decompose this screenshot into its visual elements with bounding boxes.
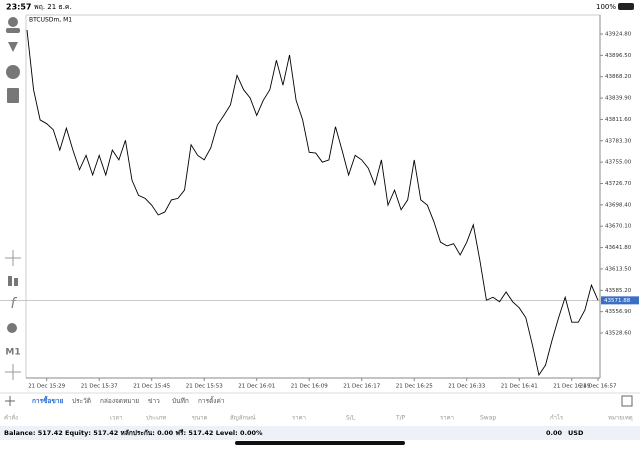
current-price-box [601,296,639,305]
tab[interactable]: ข่าว [148,397,160,405]
account-icon[interactable] [8,17,18,27]
y-tick-label: 43698.40 [605,202,632,208]
tab[interactable]: การซื้อขาย [32,395,63,405]
column-header: T/P [395,415,406,422]
x-tick-label: 21 Dec 15:45 [133,384,170,390]
x-tick-label: 21 Dec 15:37 [81,384,118,390]
tab[interactable]: การตั้งค่า [198,396,225,405]
column-header: ราคา [292,415,306,422]
column-header: S/L [346,415,356,422]
y-tick-label: 43528.60 [605,331,632,337]
tab[interactable]: ประวัติ [72,397,91,405]
columns: คำสั่ง เวลา ประเภท ขนาด สัญลักษณ์ ราคา S/L T/P ร… [4,414,633,422]
x-tick-label: 21 Dec 16:17 [343,384,380,390]
column-header: หมายเหตุ [608,415,633,422]
column-header: เวลา [110,415,122,422]
x-tick-label: 21 Dec 16:57 [580,384,617,390]
y-tick-label: 43641.80 [605,245,632,251]
footer-profit: 0.00 [546,429,563,437]
y-tick-label: 43755.00 [605,160,632,166]
candles-icon[interactable] [8,276,12,286]
y-tick-label: 43839.90 [605,96,632,102]
chart: 43924.80 43896.50 43868.20 43839.90 43811.60… [0,30,639,390]
column-header: กำไร [550,414,564,422]
toolbar: f M1 [5,17,21,380]
objects-icon[interactable] [7,323,17,333]
battery-icon [618,3,634,10]
y-tick-label: 43556.90 [605,309,632,315]
home-indicator [235,441,405,445]
y-tick-label: 43868.20 [605,74,632,80]
y-tick-label: 43896.50 [605,53,632,59]
current-price-label: 43571.88 [604,298,631,304]
chat-icon[interactable] [6,65,20,79]
footer-summary: Balance: 517.42 Equity: 517.42 หลักประกั… [4,429,263,437]
x-tick-label: 21 Dec 16:33 [448,384,485,390]
column-header: สัญลักษณ์ [230,414,256,422]
y-tick-label: 43783.30 [605,138,632,144]
tab[interactable]: บันทึก [172,397,189,405]
x-tick-label: 21 Dec 16:09 [291,384,328,390]
column-header: ขนาด [192,415,208,422]
timeframe-icon[interactable]: M1 [5,348,20,358]
candles-icon-2 [14,278,18,286]
add-order[interactable] [5,396,15,406]
x-tick-label: 21 Dec 16:49 [553,384,590,390]
settings-icon[interactable] [621,395,633,407]
status-date: พฤ. 21 ธ.ค. [34,3,72,11]
trade-icon[interactable] [8,42,18,52]
footer-bg [0,426,640,440]
crosshair-icon[interactable] [5,250,21,266]
indicator-icon[interactable]: f [11,296,18,312]
x-tick-label: 21 Dec 16:41 [501,384,538,390]
x-tick-label: 21 Dec 15:53 [186,384,223,390]
add-icon[interactable] [5,364,21,380]
column-header: ประเภท [146,415,166,422]
tabs: การซื้อขาย ประวัติ กล่องจดหมาย ข่าว บันทึก กา… [5,395,633,407]
x-tick-label: 21 Dec 15:29 [28,384,65,390]
tab[interactable]: กล่องจดหมาย [100,397,139,405]
column-header: คำสั่ง [4,414,18,422]
footer-currency: USD [568,429,584,437]
status-time: 23:57 [6,3,31,12]
account-body [6,28,20,33]
y-tick-label: 43585.20 [605,288,632,294]
y-tick-label: 43613.50 [605,266,632,272]
y-tick-label: 43670.10 [605,224,632,230]
x-tick-label: 21 Dec 16:01 [238,384,275,390]
status-battery: 100% [596,3,616,11]
price-line [26,30,599,377]
x-tick-label: 21 Dec 16:25 [396,384,433,390]
new-chart-icon[interactable] [7,88,19,103]
chart-title: BTCUSDm, M1 [29,17,72,24]
y-tick-label: 43924.80 [605,32,632,38]
y-tick-label: 43811.60 [605,117,632,123]
column-header: ราคา [440,415,454,422]
column-header: Swap [480,415,496,422]
y-tick-label: 43726.70 [605,181,632,187]
